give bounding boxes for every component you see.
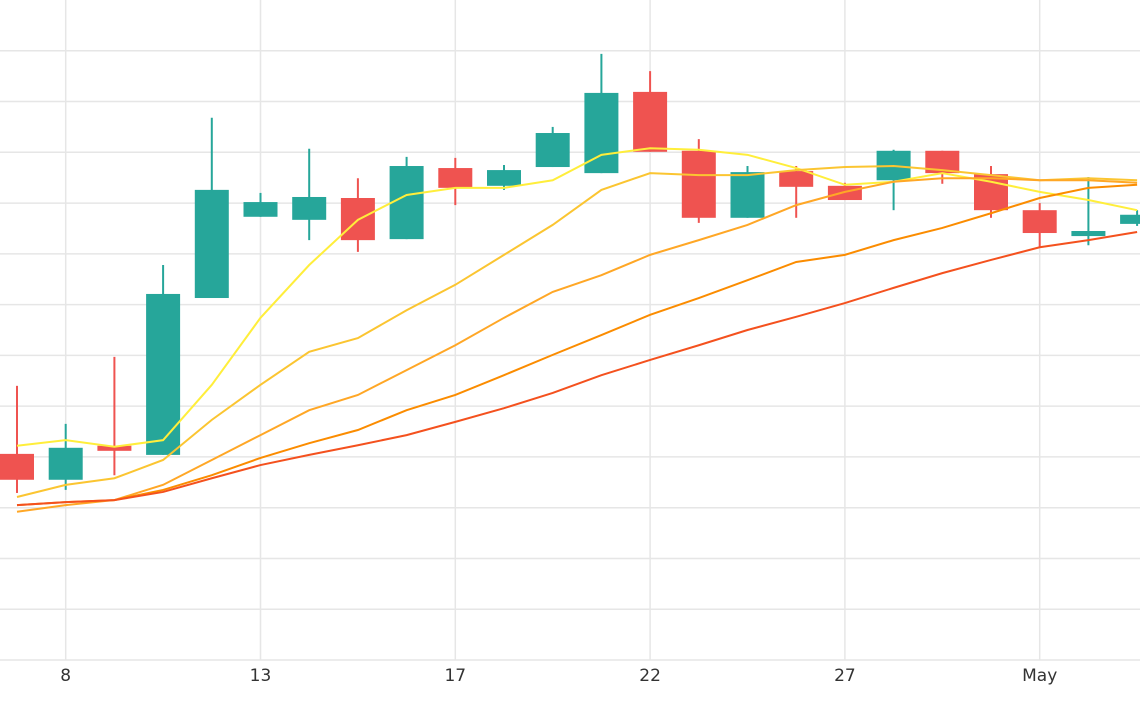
candle-body: [925, 150, 960, 174]
candle-body: [681, 150, 716, 218]
candle-body: [779, 171, 814, 187]
candle-body: [194, 189, 229, 299]
candle-body: [487, 170, 521, 186]
ma-line: [16, 165, 1138, 499]
candle-body: [730, 172, 765, 218]
candle-body: [633, 91, 668, 152]
x-tick-label: May: [1022, 666, 1057, 686]
ma-line: [16, 147, 1138, 448]
candle-body: [535, 133, 570, 168]
x-tick-label: 27: [834, 666, 856, 686]
candle-body: [146, 293, 181, 455]
x-tick-label: 17: [444, 666, 466, 686]
x-tick-label: 13: [250, 666, 272, 686]
candle-body: [292, 196, 327, 220]
ma-line: [16, 231, 1138, 507]
candle-body: [48, 447, 83, 480]
candle-body: [1071, 231, 1106, 237]
candle-body: [1120, 214, 1140, 224]
candle-body: [243, 202, 278, 217]
candle-body: [97, 445, 132, 451]
candle-body: [0, 453, 34, 480]
ma-line: [16, 177, 1138, 513]
x-tick-label: 8: [60, 666, 71, 686]
candle-body: [438, 168, 473, 188]
candle-body: [1022, 210, 1057, 234]
ma-line: [16, 183, 1138, 507]
candle-body: [389, 166, 424, 240]
x-tick-label: 22: [639, 666, 661, 686]
